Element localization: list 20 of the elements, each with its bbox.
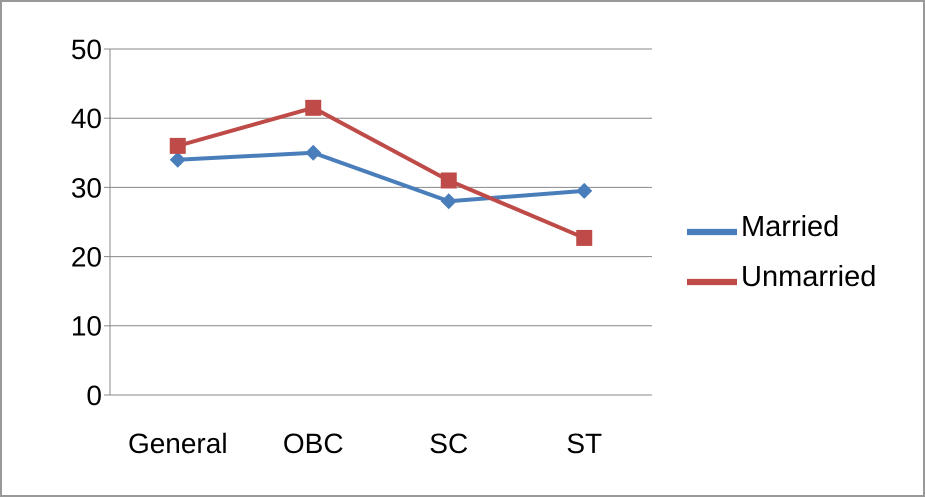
y-tick-label: 0 bbox=[86, 380, 102, 411]
legend-label: Married bbox=[741, 211, 840, 244]
point bbox=[170, 138, 186, 154]
point bbox=[576, 230, 592, 246]
point bbox=[305, 100, 322, 116]
y-tick-label: 50 bbox=[70, 34, 102, 65]
point bbox=[440, 172, 457, 188]
point bbox=[576, 182, 592, 199]
y-tick-label: 40 bbox=[70, 103, 102, 134]
legend-label: Unmarried bbox=[741, 261, 876, 294]
x-tick-label: General bbox=[128, 428, 228, 459]
y-tick-label: 20 bbox=[70, 242, 102, 273]
x-tick-label: ST bbox=[566, 428, 602, 459]
point bbox=[440, 193, 457, 210]
x-tick-label: SC bbox=[429, 428, 468, 459]
y-tick-label: 10 bbox=[70, 310, 102, 342]
y-tick-label: 30 bbox=[70, 172, 102, 204]
point bbox=[170, 152, 186, 168]
x-tick-label: OBC bbox=[282, 428, 344, 459]
point bbox=[305, 144, 322, 161]
